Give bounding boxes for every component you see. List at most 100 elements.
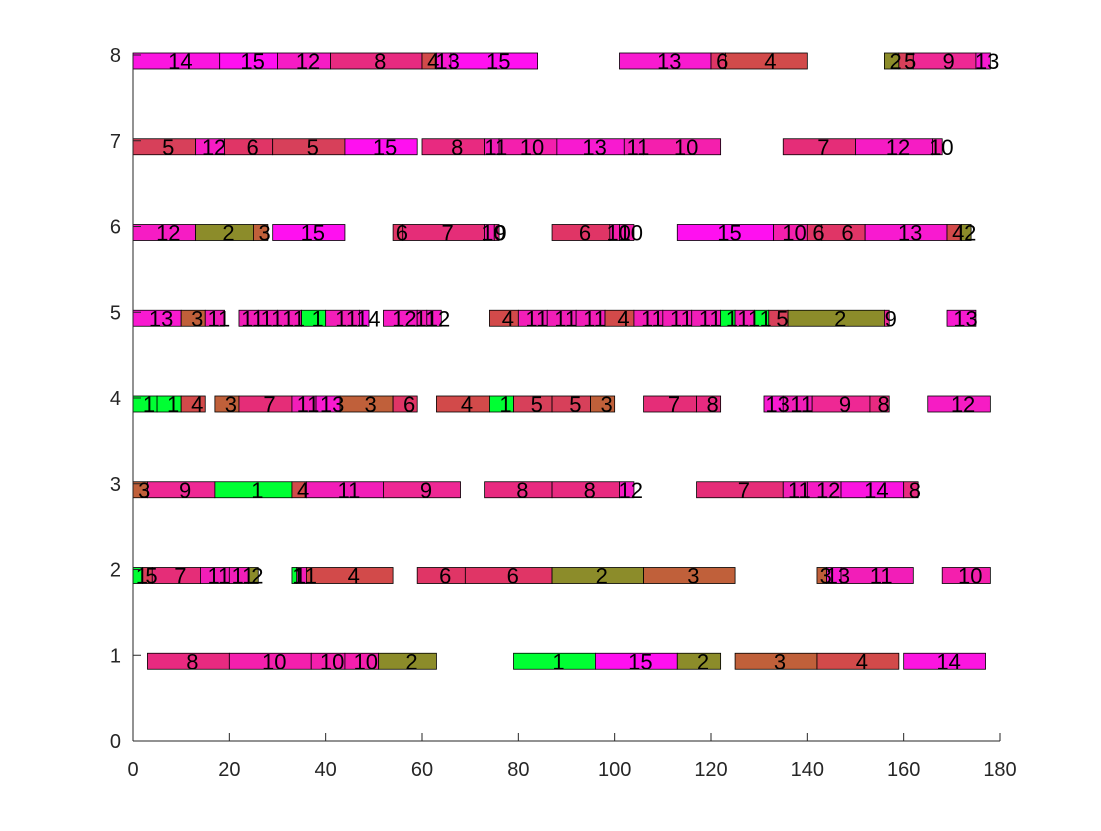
task-bar-row7-13 (932, 138, 943, 156)
task-label-row5-0: 13 (149, 306, 173, 331)
task-bar-row2-8 (305, 567, 394, 584)
task-label-row5-12: 4 (502, 306, 514, 331)
task-label-row3-7: 8 (584, 478, 596, 503)
task-label-row6-2: 3 (259, 221, 271, 246)
y-tick-label-3: 3 (110, 474, 121, 496)
task-bar-row7-10 (643, 138, 722, 156)
y-tick-label-6: 6 (110, 217, 121, 239)
task-bar-row6-7 (493, 224, 500, 241)
task-label-row3-10: 11 (788, 478, 811, 503)
task-label-row2-11: 2 (596, 564, 608, 589)
task-bar-row6-10 (619, 224, 635, 241)
task-label-row5-14: 11 (554, 306, 577, 331)
task-label-row1-2: 10 (320, 649, 344, 674)
task-label-row2-3: 11 (207, 564, 230, 589)
task-label-row4-11: 5 (531, 392, 543, 417)
task-label-row6-4: 6 (396, 221, 408, 246)
task-bar-row5-26 (946, 309, 977, 327)
task-label-row6-15: 13 (898, 221, 922, 246)
y-tick-label-8: 8 (110, 45, 121, 67)
task-label-row5-23: 5 (776, 306, 788, 331)
task-bar-row2-5 (248, 567, 259, 584)
task-label-row4-19: 8 (877, 392, 889, 417)
task-label-row2-14: 13 (826, 564, 850, 589)
task-label-row4-8: 6 (403, 392, 415, 417)
task-label-row1-1: 10 (262, 649, 286, 674)
task-label-row5-1: 3 (191, 306, 203, 331)
task-label-row4-18: 9 (839, 392, 851, 417)
task-label-row8-8: 6 (716, 49, 728, 74)
task-bar-row5-25 (884, 309, 890, 327)
task-label-row4-4: 7 (263, 392, 275, 417)
task-label-row1-10: 14 (936, 649, 960, 674)
task-label-row5-20: 1 (726, 306, 738, 331)
task-label-row6-12: 10 (782, 221, 806, 246)
x-tick-label-0: 0 (127, 759, 138, 781)
task-label-row3-12: 14 (864, 478, 888, 503)
task-label-row4-17: 11 (790, 392, 813, 417)
task-label-row6-10: 10 (618, 221, 642, 246)
task-bar-row4-8 (392, 395, 418, 413)
task-label-row8-2: 12 (296, 49, 320, 74)
task-label-row5-4: 11 (260, 306, 283, 331)
task-label-row8-13: 13 (975, 49, 999, 74)
task-label-row6-14: 6 (841, 221, 853, 246)
y-tick-label-5: 5 (110, 302, 121, 324)
task-label-row4-12: 5 (569, 392, 581, 417)
task-bar-row6-17 (961, 224, 972, 241)
task-label-row4-6: 13 (320, 392, 344, 417)
task-label-row3-9: 7 (738, 478, 750, 503)
x-tick-label-80: 80 (507, 759, 529, 781)
task-label-row7-10: 10 (674, 135, 698, 160)
task-bar-row3-5 (383, 481, 461, 499)
task-label-row4-20: 12 (951, 392, 975, 417)
task-label-row4-9: 4 (461, 392, 473, 417)
task-label-row7-0: 5 (162, 135, 174, 160)
task-label-row4-2: 4 (191, 392, 203, 417)
task-label-row2-5: 2 (251, 564, 263, 589)
task-bar-row3-13 (903, 481, 919, 499)
task-label-row3-6: 8 (516, 478, 528, 503)
task-bar-row1-7 (676, 652, 722, 670)
task-label-row8-3: 8 (374, 49, 386, 74)
task-label-row6-5: 7 (442, 221, 454, 246)
task-label-row1-7: 2 (697, 649, 709, 674)
y-tick-label-1: 1 (110, 645, 121, 667)
task-label-row6-6: 10 (481, 221, 505, 246)
task-label-row8-10: 2 (890, 49, 902, 74)
task-label-row5-6: 1 (312, 306, 324, 331)
task-label-row6-7: 9 (495, 221, 507, 246)
task-bar-row2-15 (840, 567, 914, 584)
y-tick-label-2: 2 (110, 560, 121, 582)
task-label-row5-25: 9 (885, 306, 897, 331)
task-label-row1-4: 2 (405, 649, 417, 674)
task-label-row5-13: 11 (525, 306, 548, 331)
task-bar-row4-15 (696, 395, 722, 413)
task-bar-row2-12 (643, 567, 736, 584)
task-bar-row1-10 (903, 652, 986, 670)
task-label-row5-24: 2 (834, 306, 846, 331)
x-tick-label-140: 140 (791, 759, 824, 781)
task-label-row5-15: 11 (583, 306, 606, 331)
task-label-row7-3: 5 (307, 135, 319, 160)
task-label-row7-6: 11 (484, 135, 507, 160)
task-label-row4-15: 8 (706, 392, 718, 417)
task-bar-row6-2 (253, 224, 269, 241)
task-label-row5-17: 11 (641, 306, 664, 331)
task-label-row6-1: 2 (222, 221, 234, 246)
task-label-row4-16: 13 (765, 392, 789, 417)
task-label-row7-12: 12 (886, 135, 910, 160)
y-tick-label-4: 4 (110, 388, 121, 410)
task-label-row4-13: 3 (601, 392, 613, 417)
bars-layer (132, 52, 991, 670)
task-label-row7-4: 15 (373, 135, 397, 160)
task-label-row1-5: 1 (552, 649, 564, 674)
task-label-row2-7: 11 (294, 564, 317, 589)
task-label-row5-18: 11 (670, 306, 693, 331)
task-bar-row8-6 (450, 52, 538, 70)
task-label-row8-6: 15 (486, 49, 510, 74)
task-label-row1-3: 10 (354, 649, 378, 674)
x-tick-label-20: 20 (218, 759, 240, 781)
